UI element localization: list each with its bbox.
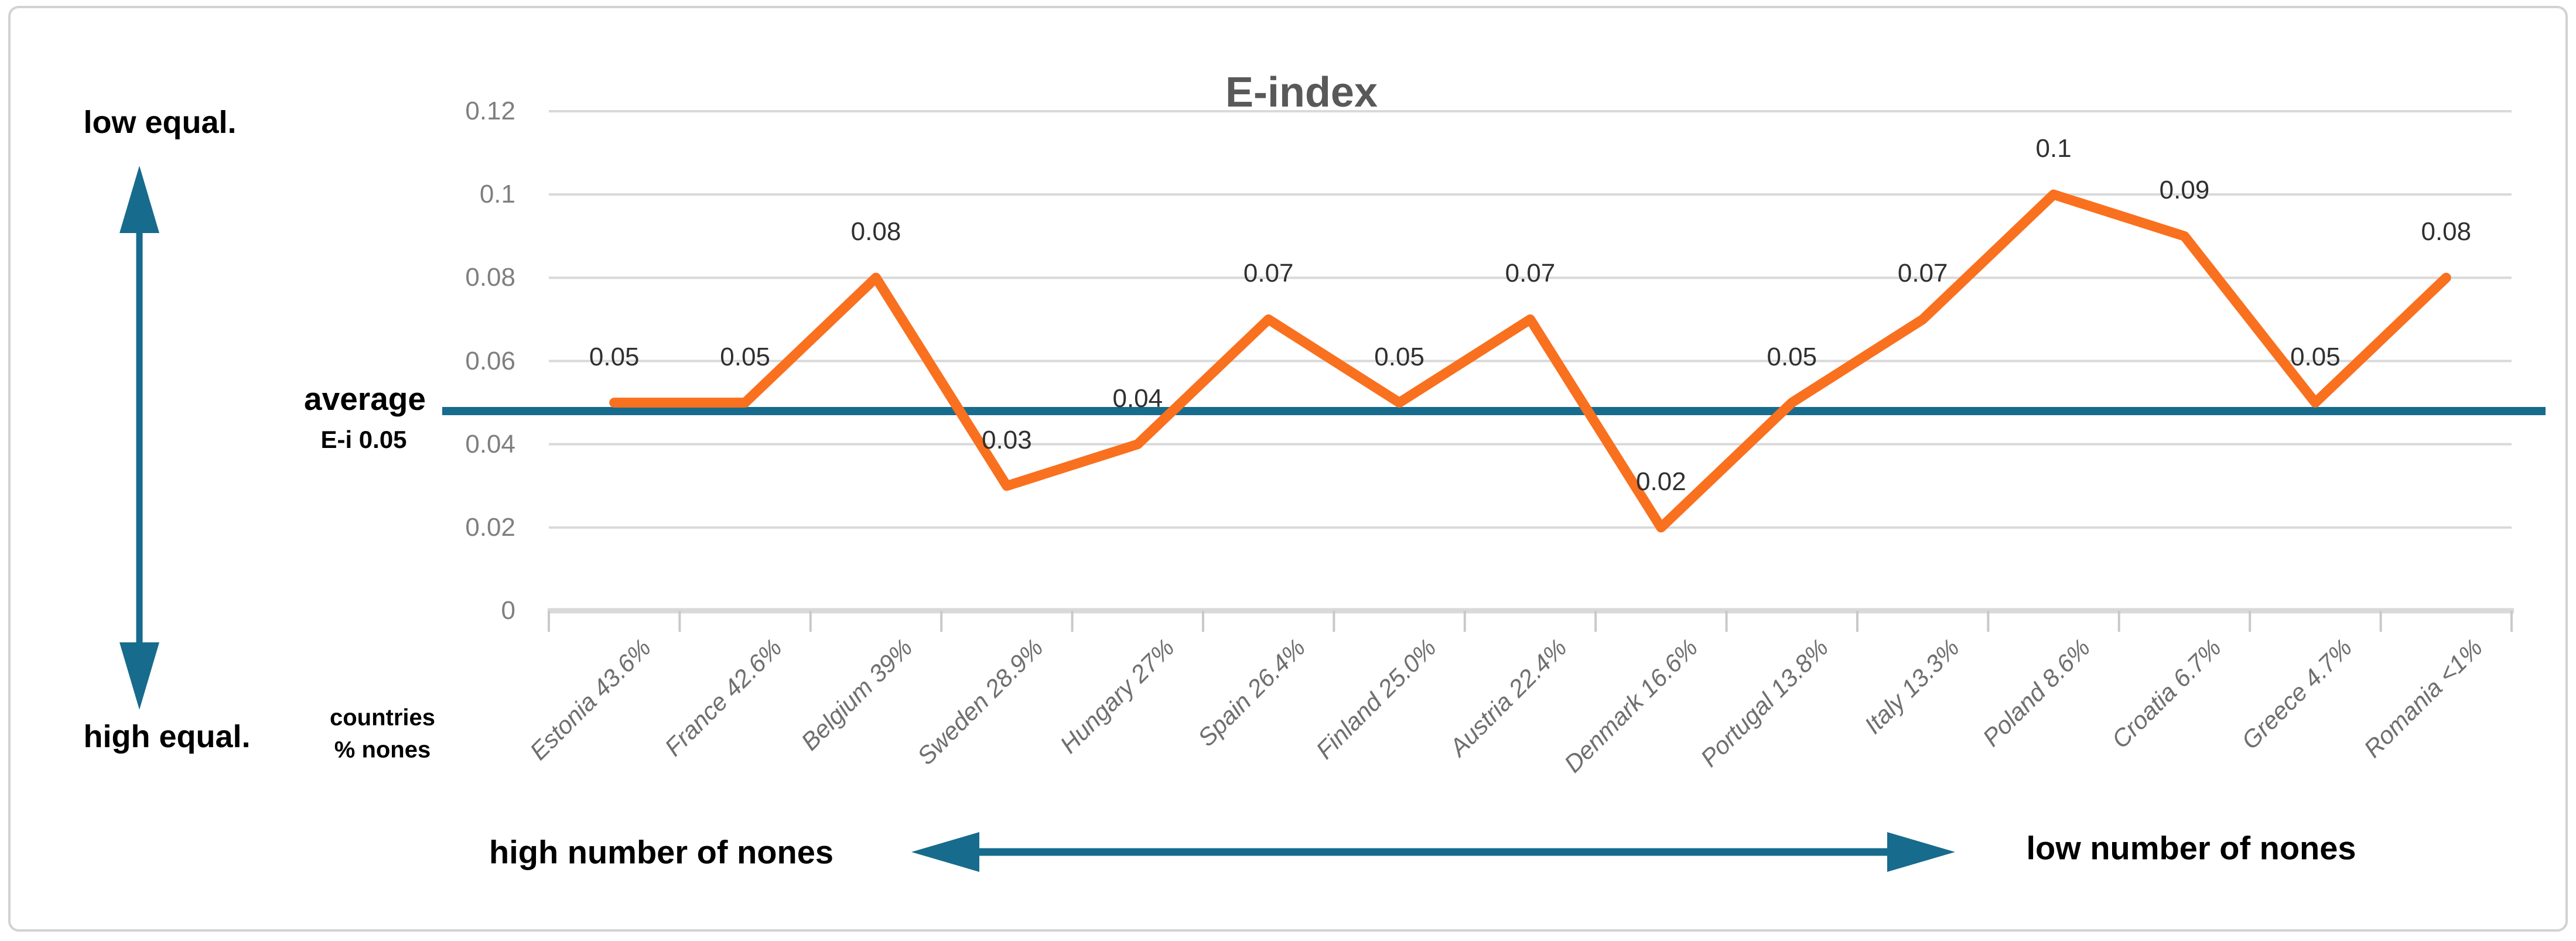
average-label-line1: average	[304, 381, 426, 417]
data-point-label: 0.05	[589, 342, 640, 371]
data-point-label: 0.08	[2421, 217, 2472, 247]
arrow-up-icon	[119, 166, 159, 233]
annotation-low-number-of-nones: low number of nones	[2026, 829, 2356, 867]
arrow-down-icon	[119, 642, 159, 710]
y-axis-tick-label: 0.1	[479, 180, 515, 209]
data-point-label: 0.05	[2290, 342, 2341, 371]
y-axis-tick-label: 0	[501, 596, 515, 625]
eindex-series-line	[609, 189, 2451, 533]
data-point-label: 0.03	[982, 425, 1032, 454]
average-label-line2: E-i 0.05	[320, 426, 407, 453]
arrow-left-icon	[911, 832, 979, 872]
y-axis-tick-label: 0.12	[465, 97, 515, 125]
horizontal-nones-arrow	[911, 832, 1955, 872]
y-axis-tick-label: 0.06	[465, 346, 515, 375]
x-axis-ticks	[548, 611, 2513, 632]
data-point-label: 0.07	[1897, 259, 1948, 288]
y-axis-tick-label: 0.02	[465, 512, 515, 542]
countries-axis-caption-line2: % nones	[334, 737, 431, 763]
data-point-label: 0.05	[1374, 342, 1424, 371]
y-axis-tick-label: 0.04	[465, 429, 515, 458]
data-point-label: 0.02	[1636, 467, 1686, 496]
arrow-right-icon	[1887, 832, 1955, 872]
data-point-label: 0.09	[2159, 176, 2210, 205]
countries-axis-caption-line1: countries	[329, 704, 436, 731]
data-point-label: 0.05	[720, 342, 770, 371]
annotation-high-number-of-nones: high number of nones	[489, 833, 833, 871]
annotation-low-equality: low equal.	[83, 105, 237, 140]
annotation-high-equality: high equal.	[83, 719, 251, 754]
data-point-label: 0.04	[1112, 384, 1163, 413]
data-point-label: 0.05	[1767, 342, 1817, 371]
data-point-label: 0.08	[850, 217, 901, 247]
data-point-label: 0.1	[2035, 134, 2072, 163]
data-point-label: 0.07	[1243, 259, 1294, 288]
chart-title: E-index	[1225, 69, 1378, 116]
data-point-label: 0.07	[1505, 259, 1556, 288]
vertical-equality-arrow	[119, 166, 159, 710]
y-axis-tick-label: 0.08	[465, 263, 515, 292]
